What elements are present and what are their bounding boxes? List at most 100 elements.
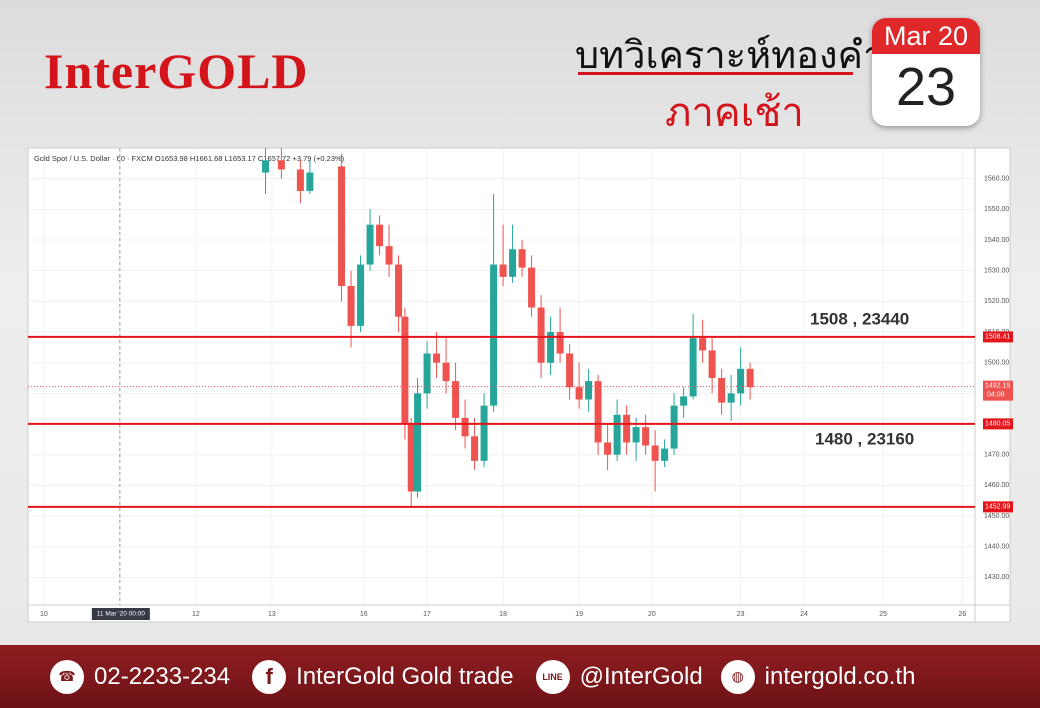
x-tick-label: 24 — [800, 611, 808, 618]
candle-body — [632, 427, 640, 443]
website-text: intergold.co.th — [764, 662, 916, 690]
phone: ☎ 02-2233-234 — [50, 659, 231, 694]
last-price-label: 1492.19 — [985, 382, 1010, 389]
candle-body — [518, 249, 526, 268]
x-tick-label: 19 — [575, 611, 583, 618]
candle-body — [471, 436, 479, 461]
facebook-text: InterGold Gold trade — [296, 662, 514, 690]
x-tick-label: 18 — [499, 611, 507, 618]
website: ◍ intergold.co.th — [720, 659, 916, 694]
candle-body — [338, 166, 346, 287]
y-tick-label: 1530.00 — [984, 268, 1009, 275]
candle-body — [407, 424, 415, 492]
y-tick-label: 1440.00 — [984, 544, 1009, 551]
candle-body — [414, 393, 422, 492]
day: 23 — [895, 57, 957, 117]
candle-body — [594, 381, 602, 443]
candle-body — [490, 264, 498, 406]
subtitle: ภาคเช้า — [665, 91, 804, 135]
x-tick-label: 11 Mar '20 00:00 — [97, 611, 145, 618]
candle-body — [376, 224, 384, 247]
candle-body — [718, 378, 726, 403]
month: Mar 20 — [872, 18, 980, 54]
candle-body — [366, 224, 374, 265]
x-tick-label: 10 — [40, 611, 48, 618]
underline — [578, 72, 853, 75]
x-tick-label: 23 — [737, 611, 745, 618]
candle-body — [509, 249, 517, 277]
line-icon: LINE — [535, 659, 570, 694]
level-tag — [983, 501, 1013, 513]
candle-body — [737, 368, 745, 394]
candle-body — [442, 362, 450, 382]
candle-body — [357, 264, 365, 326]
candle-body — [528, 267, 536, 308]
y-tick-label: 1500.00 — [984, 360, 1009, 367]
candle-body — [689, 338, 697, 397]
facebook: f InterGold Gold trade — [252, 659, 514, 694]
candle-body — [395, 264, 403, 317]
candle-body — [433, 353, 441, 363]
candle-body — [461, 417, 469, 437]
legend-text: Gold Spot / U.S. Dollar · 60 · FXCM O165… — [34, 154, 345, 163]
level-label: 1508.41 — [985, 334, 1010, 341]
candle-body — [727, 393, 735, 403]
footer: ☎ 02-2233-234 f InterGold Gold trade LINE @… — [0, 645, 1040, 708]
x-tick-label: 12 — [192, 611, 200, 618]
candle-body — [499, 264, 507, 277]
candle-body — [670, 405, 678, 449]
y-tick-label: 1470.00 — [984, 452, 1009, 459]
phone-icon: ☎ — [50, 659, 84, 694]
candle-body — [401, 316, 409, 425]
phone-text: 02-2233-234 — [94, 662, 231, 690]
line-text: @InterGold — [579, 662, 703, 690]
level-label: 1480.05 — [985, 421, 1010, 428]
candle-body — [699, 338, 707, 351]
x-tick-label: 25 — [879, 611, 887, 618]
y-tick-label: 1460.00 — [984, 482, 1009, 489]
candle-body — [623, 414, 631, 443]
x-tick-label: 26 — [958, 611, 966, 618]
candle-body — [613, 414, 621, 455]
y-tick-label: 1520.00 — [984, 298, 1009, 305]
facebook-icon: f — [252, 659, 287, 694]
candle-body — [537, 307, 545, 363]
candle-body — [746, 368, 754, 388]
candle-body — [708, 350, 716, 379]
candle-body — [642, 427, 650, 446]
last-price-tag — [983, 380, 1013, 401]
level-label: 1452.99 — [985, 504, 1010, 511]
candle-body — [452, 381, 460, 418]
candle-body — [347, 286, 355, 326]
candle-body — [262, 160, 270, 173]
x-tick-label: 20 — [648, 611, 656, 618]
level-tag — [983, 331, 1013, 343]
y-tick-label: 1450.00 — [984, 513, 1009, 520]
calendar: Mar 20 23 — [872, 18, 980, 126]
candle-body — [575, 387, 583, 400]
y-tick-label: 1430.00 — [984, 574, 1009, 581]
candle-body — [423, 353, 431, 394]
candle-body — [385, 246, 393, 265]
x-tick-label: 13 — [268, 611, 276, 618]
title: บทวิเคราะห์ทองคำ — [575, 35, 885, 77]
candle-body — [480, 405, 488, 461]
annotation: 1480 , 23160 — [815, 429, 914, 448]
y-tick-label: 1560.00 — [984, 176, 1009, 183]
candle-body — [556, 332, 564, 354]
y-tick-label: 1540.00 — [984, 237, 1009, 244]
candle-body — [306, 172, 314, 191]
candle-body — [566, 353, 574, 388]
annotation: 1508 , 23440 — [810, 309, 909, 328]
logo: InterGOLD — [44, 43, 309, 99]
x-tick-label: 16 — [360, 611, 368, 618]
web-icon: ◍ — [720, 659, 755, 694]
line: LINE @InterGold — [535, 659, 703, 694]
candle-body — [604, 442, 612, 455]
candle-body — [277, 160, 285, 170]
candle-body — [296, 169, 304, 191]
candle-body — [585, 381, 593, 400]
candle-body — [661, 448, 669, 461]
